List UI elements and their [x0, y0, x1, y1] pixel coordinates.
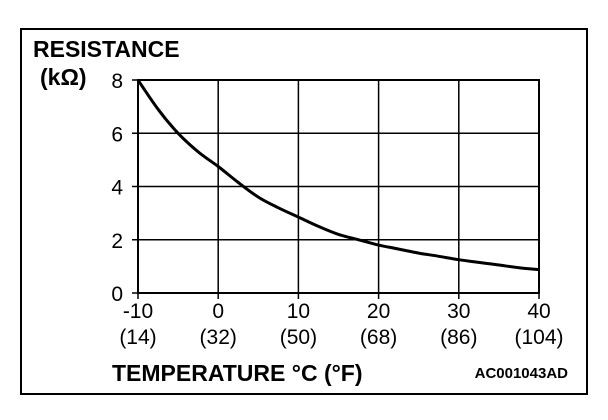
x-tick-label-fahrenheit: (86) [440, 326, 477, 349]
y-tick-label: 8 [111, 70, 123, 93]
x-tick-label-fahrenheit: (68) [360, 326, 397, 349]
y-tick-label: 6 [111, 123, 123, 146]
y-tick-label: 2 [111, 230, 123, 253]
figure-frame [20, 28, 588, 395]
resistance-curve [136, 79, 540, 272]
x-tick-label-celsius: 40 [527, 300, 550, 323]
x-tick-label-fahrenheit: (32) [200, 326, 237, 349]
y-tick-label: 0 [111, 283, 123, 306]
x-axis-label: TEMPERATURE °C (°F) [112, 360, 363, 386]
y-axis-unit: (kΩ) [40, 64, 87, 90]
x-tick-label-celsius: 20 [367, 300, 390, 323]
x-tick-label-fahrenheit: (50) [280, 326, 317, 349]
y-axis-label: RESISTANCE [33, 36, 180, 62]
x-tick-label-fahrenheit: (104) [514, 326, 563, 349]
x-tick-label-fahrenheit: (14) [119, 326, 156, 349]
x-tick-label-celsius: 10 [287, 300, 310, 323]
x-tick-label-celsius: -10 [123, 300, 153, 323]
y-tick-label: 4 [111, 177, 123, 200]
figure-code: AC001043AD [474, 365, 568, 382]
x-tick-label-celsius: 30 [447, 300, 470, 323]
x-tick-label-celsius: 0 [212, 300, 224, 323]
